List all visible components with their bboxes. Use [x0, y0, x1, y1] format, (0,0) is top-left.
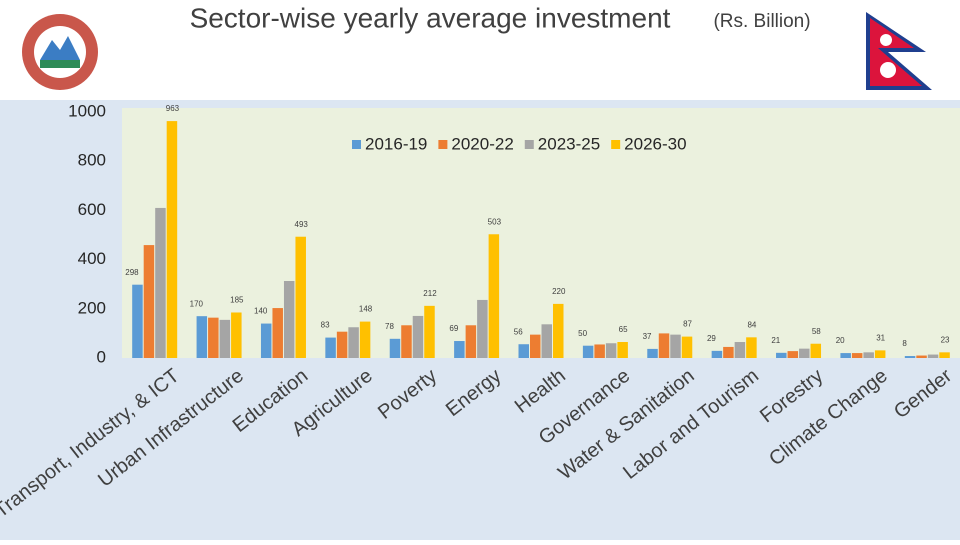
data-label: 58 — [812, 327, 821, 336]
plot-area — [122, 108, 960, 358]
bar — [231, 312, 242, 358]
bar — [541, 324, 552, 358]
bar — [530, 334, 541, 358]
bar — [605, 343, 617, 358]
bar — [746, 337, 757, 358]
bar — [208, 317, 219, 358]
data-label: 298 — [125, 268, 139, 277]
bar — [389, 338, 401, 358]
legend-label: 2026-30 — [624, 134, 686, 153]
bar — [132, 284, 143, 358]
data-label: 185 — [230, 296, 244, 305]
bar — [904, 356, 916, 358]
bar — [810, 343, 822, 358]
bar — [670, 334, 681, 358]
data-label: 69 — [449, 324, 458, 333]
bar — [155, 207, 166, 358]
y-tick-label: 1000 — [68, 101, 106, 120]
bar — [658, 333, 670, 358]
legend-swatch — [438, 140, 448, 149]
bar — [553, 303, 564, 358]
bar — [401, 325, 412, 358]
bar — [617, 342, 628, 358]
legend-label: 2020-22 — [451, 134, 513, 153]
data-label: 148 — [359, 305, 373, 314]
data-label: 56 — [514, 327, 523, 336]
legend-label: 2023-25 — [538, 134, 600, 153]
bar — [939, 352, 950, 358]
data-label: 83 — [321, 321, 330, 330]
emblem — [22, 14, 98, 90]
bar — [359, 321, 371, 358]
data-label: 87 — [683, 320, 692, 329]
data-label: 50 — [578, 329, 587, 338]
bar — [325, 337, 336, 358]
bar — [594, 344, 605, 358]
y-tick-label: 200 — [78, 298, 106, 317]
bar — [840, 353, 851, 358]
bar — [295, 236, 306, 358]
bar — [477, 299, 488, 358]
bar — [711, 350, 723, 358]
bar — [219, 319, 231, 358]
data-label: 503 — [488, 217, 502, 226]
bar — [196, 316, 208, 358]
legend-swatch — [352, 140, 361, 149]
chart-subtitle: (Rs. Billion) — [713, 11, 810, 32]
bar — [916, 355, 927, 358]
flag — [866, 12, 932, 90]
y-tick-label: 400 — [78, 249, 106, 268]
bar — [927, 354, 939, 358]
data-label: 170 — [190, 299, 204, 308]
bar — [874, 350, 886, 358]
data-label: 29 — [707, 334, 716, 343]
bar — [454, 341, 465, 358]
bar — [348, 327, 359, 358]
data-label: 37 — [643, 332, 652, 341]
bar — [260, 323, 272, 358]
legend-label: 2016-19 — [365, 134, 427, 153]
bar — [582, 345, 594, 358]
bar — [734, 342, 746, 358]
data-label: 140 — [254, 307, 268, 316]
bar — [787, 351, 799, 358]
data-label: 8 — [902, 339, 907, 348]
legend-swatch — [524, 140, 534, 149]
bar — [647, 348, 658, 358]
data-label: 493 — [295, 220, 309, 229]
bar — [424, 305, 435, 358]
bar — [776, 352, 787, 358]
y-tick-label: 0 — [97, 347, 106, 366]
bar — [681, 336, 693, 358]
y-tick-label: 800 — [78, 151, 106, 170]
data-label: 220 — [552, 287, 566, 296]
data-label: 31 — [876, 333, 885, 342]
bar — [272, 308, 283, 358]
bar — [465, 325, 477, 358]
bar — [851, 353, 863, 358]
bar — [143, 245, 155, 358]
legend: 2016-19 2020-22 2023-25 2026-30 — [352, 134, 687, 153]
data-label: 84 — [747, 320, 756, 329]
bar — [799, 348, 810, 358]
bar — [283, 281, 295, 358]
legend-swatch — [611, 140, 621, 149]
data-label: 23 — [941, 335, 950, 344]
data-label: 963 — [166, 104, 180, 113]
bar — [336, 331, 348, 358]
data-label: 65 — [619, 325, 628, 334]
bar — [723, 346, 734, 358]
bar — [518, 344, 529, 358]
bar — [488, 234, 500, 358]
data-label: 20 — [836, 336, 845, 345]
bar — [863, 352, 874, 358]
y-tick-label: 600 — [78, 200, 106, 219]
data-label: 212 — [423, 289, 437, 298]
data-label: 78 — [385, 322, 394, 331]
chart-title: Sector-wise yearly average investment — [190, 2, 671, 33]
bar — [166, 121, 178, 359]
data-label: 21 — [771, 336, 780, 345]
bar — [412, 315, 424, 358]
